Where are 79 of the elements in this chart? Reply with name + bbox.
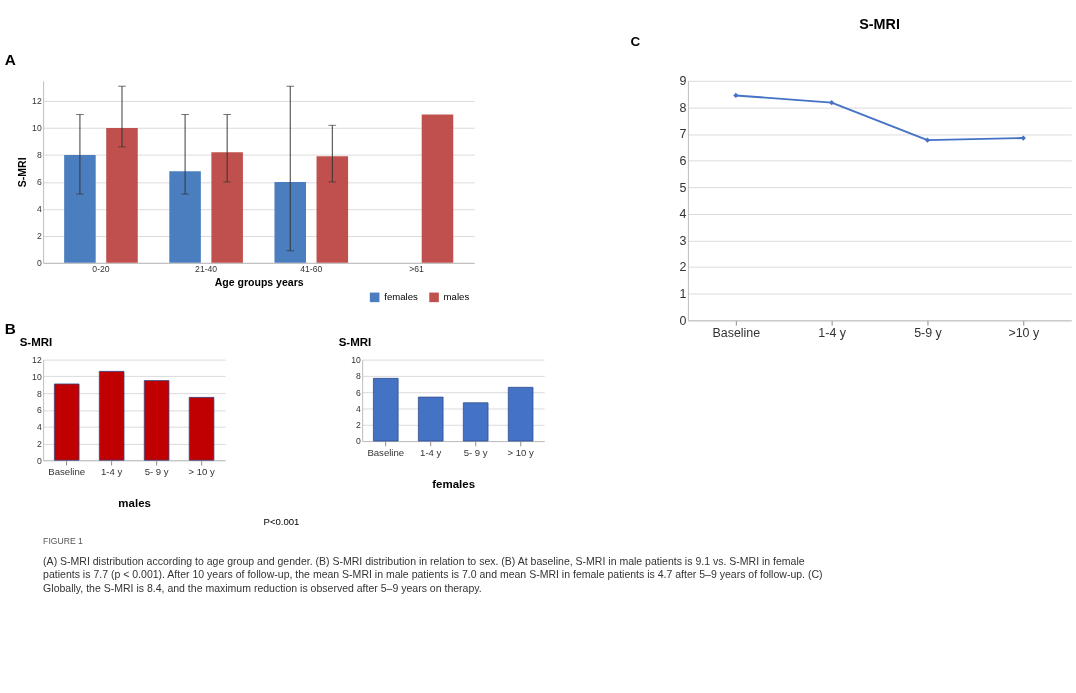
bar xyxy=(106,128,138,263)
y-tick-label: 4 xyxy=(36,204,42,215)
y-axis-title: S-MRI xyxy=(338,335,372,348)
y-axis-title: S-MRI xyxy=(16,157,29,188)
x-tick-label: >61 xyxy=(409,263,424,274)
point xyxy=(733,92,739,99)
y-tick-label: 0 xyxy=(355,436,361,447)
text: B xyxy=(4,319,16,337)
y-tick-label: 12 xyxy=(32,96,42,107)
x-axis-title: Age groups years xyxy=(214,276,304,289)
bar xyxy=(462,402,489,442)
y-tick-label: 10 xyxy=(32,123,42,134)
x-tick-label: Baseline xyxy=(367,446,405,458)
x-tick-label: 0-20 xyxy=(92,263,110,274)
bar xyxy=(53,383,80,461)
x-tick-label: > 10 y xyxy=(507,446,535,458)
text: C xyxy=(630,34,641,50)
y-axis-title: S-MRI xyxy=(19,335,53,348)
y-tick-label: 0 xyxy=(679,313,687,328)
x-tick-label: 1-4 y xyxy=(101,466,123,478)
bar xyxy=(143,380,170,461)
y-tick-label: 0 xyxy=(36,258,42,269)
bar xyxy=(98,370,125,461)
x-tick-label: 1-4 y xyxy=(818,326,847,341)
y-tick-label: 2 xyxy=(36,438,42,449)
bar xyxy=(507,386,534,442)
text: A xyxy=(4,50,16,68)
bar xyxy=(417,396,444,442)
bar xyxy=(64,154,96,263)
x-tick-label: 5- 9 y xyxy=(463,446,488,458)
y-tick-label: 6 xyxy=(36,405,42,416)
y-tick-label: 6 xyxy=(679,153,687,168)
y-tick-label: 4 xyxy=(36,422,42,433)
bar xyxy=(211,152,243,263)
text: (A) S-MRI distribution according to age group and gender. (B) S-MRI distribution in relation to sex. (B) At baseline, S-MRI in male patients is 9.1 vs. S-MRI in female patients is 7.7 (p < 0.001). After 10 years of follow-up, the mean S-MRI in male patients is 7.0 and mean S-MRI in female patients is 4.7 after 5–9 years of follow-up. (C) Globally, the S-MRI is 8.4, and the maximum reduction is observed after 5–9 years on therapy. xyxy=(43,554,823,594)
point xyxy=(924,137,931,143)
bar xyxy=(316,156,349,263)
point xyxy=(829,100,835,106)
bar xyxy=(188,396,215,461)
x-tick-label: 5- 9 y xyxy=(144,466,169,478)
bar xyxy=(373,377,399,442)
x-tick-label: > 10 y xyxy=(188,466,215,478)
y-tick-label: 4 xyxy=(355,403,361,414)
bar xyxy=(274,181,307,263)
x-axis-title: males xyxy=(118,496,151,509)
y-tick-label: 7 xyxy=(679,127,687,142)
y-tick-label: 8 xyxy=(355,371,361,382)
bar xyxy=(421,114,454,263)
text: FIGURE 1 xyxy=(43,535,84,546)
y-tick-label: 6 xyxy=(355,387,361,398)
y-tick-label: 10 xyxy=(351,354,361,365)
x-tick-label: 21-40 xyxy=(195,263,218,274)
x-tick-label: 1-4 y xyxy=(420,446,442,458)
y-tick-label: 0 xyxy=(36,455,42,466)
x-tick-label: >10 y xyxy=(1008,326,1040,341)
text: P<0.001 xyxy=(263,516,300,528)
legend-label: males xyxy=(443,291,470,303)
y-tick-label: 9 xyxy=(679,74,687,89)
y-tick-label: 6 xyxy=(36,177,42,188)
y-tick-label: 10 xyxy=(32,371,42,382)
y-tick-label: 1 xyxy=(679,287,687,302)
y-tick-label: 3 xyxy=(679,233,687,248)
chart-title: S-MRI xyxy=(859,16,900,33)
x-tick-label: 5-9 y xyxy=(914,326,943,341)
y-tick-label: 8 xyxy=(36,388,42,399)
x-tick-label: Baseline xyxy=(712,326,761,341)
y-tick-label: 2 xyxy=(355,420,361,431)
legend-label: females xyxy=(384,291,418,303)
y-tick-label: 8 xyxy=(36,150,42,161)
y-tick-label: 8 xyxy=(679,100,687,115)
y-tick-label: 4 xyxy=(679,207,687,222)
bar xyxy=(169,171,201,263)
y-tick-label: 2 xyxy=(679,260,687,275)
x-tick-label: Baseline xyxy=(48,466,86,478)
x-axis-title: females xyxy=(432,477,476,490)
x-tick-label: 41-60 xyxy=(300,263,323,274)
y-tick-label: 12 xyxy=(32,354,42,365)
y-tick-label: 2 xyxy=(36,231,42,242)
y-tick-label: 5 xyxy=(679,180,687,195)
